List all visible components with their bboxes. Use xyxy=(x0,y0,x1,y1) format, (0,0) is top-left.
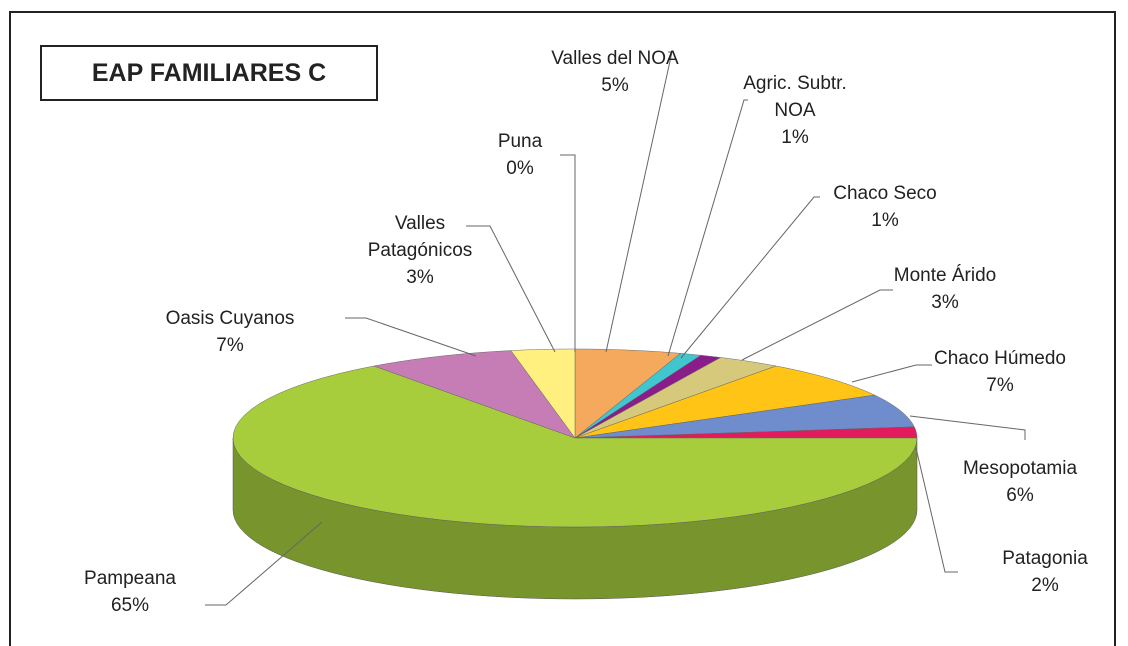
category-label: Valles del NOA xyxy=(551,48,679,69)
category-label: Puna xyxy=(497,131,543,152)
value-label: 7% xyxy=(986,375,1014,396)
category-label: Chaco Seco xyxy=(833,183,937,204)
value-label: 2% xyxy=(1031,575,1059,596)
slice-label: Chaco Seco 1% xyxy=(815,180,955,234)
value-label: 1% xyxy=(781,127,809,148)
category-label: Oasis Cuyanos xyxy=(165,308,295,329)
slice-label: Puna 0% xyxy=(470,128,570,182)
leader-line xyxy=(851,364,932,383)
category-label: Chaco Húmedo xyxy=(933,348,1067,369)
leader-line xyxy=(205,521,323,606)
leader-line xyxy=(667,99,748,357)
slice xyxy=(574,354,722,439)
slice xyxy=(510,348,576,439)
leader-line xyxy=(741,289,893,361)
category-label: Valles Patagónicos xyxy=(367,213,473,261)
leader-line xyxy=(909,415,1026,440)
value-label: 6% xyxy=(1006,485,1034,506)
slice-label: Oasis Cuyanos 7% xyxy=(145,305,315,359)
slice-label: Mesopotamia 6% xyxy=(950,455,1090,509)
value-label: 5% xyxy=(601,75,629,96)
slice-label: Chaco Húmedo 7% xyxy=(925,345,1075,399)
slice xyxy=(574,426,918,439)
slice xyxy=(574,365,876,439)
category-label: Pampeana xyxy=(84,568,176,589)
category-label: Monte Árido xyxy=(893,265,997,286)
category-label: Patagonia xyxy=(1002,548,1088,569)
slice-label: Monte Árido 3% xyxy=(870,262,1020,316)
chart-title: EAP FAMILIARES C xyxy=(40,45,378,101)
slice-label: Pampeana 65% xyxy=(70,565,190,619)
slice-label: Patagonia 2% xyxy=(980,545,1110,599)
category-label: Agric. Subtr. NOA xyxy=(743,73,847,121)
leader-line xyxy=(605,51,673,353)
value-label: 65% xyxy=(110,595,150,616)
slice xyxy=(232,365,918,528)
slice-label: Valles Patagónicos 3% xyxy=(355,210,485,291)
value-label: 7% xyxy=(216,335,244,356)
frame xyxy=(9,11,1116,646)
slice xyxy=(574,394,915,439)
leader-line xyxy=(345,317,477,357)
value-label: 3% xyxy=(406,267,434,288)
value-label: 3% xyxy=(931,292,959,313)
category-label: Mesopotamia xyxy=(962,458,1078,479)
leader-line xyxy=(560,154,576,352)
leader-line xyxy=(680,196,820,359)
slice xyxy=(373,350,576,439)
leader-line xyxy=(466,225,556,353)
leader-line xyxy=(915,447,958,573)
slice-label: Valles del NOA 5% xyxy=(550,45,680,99)
slice-label: Agric. Subtr. NOA 1% xyxy=(740,70,850,151)
value-label: 0% xyxy=(506,158,534,179)
slice xyxy=(574,353,702,439)
slice xyxy=(574,357,777,439)
slice xyxy=(574,348,682,439)
value-label: 1% xyxy=(871,210,899,231)
